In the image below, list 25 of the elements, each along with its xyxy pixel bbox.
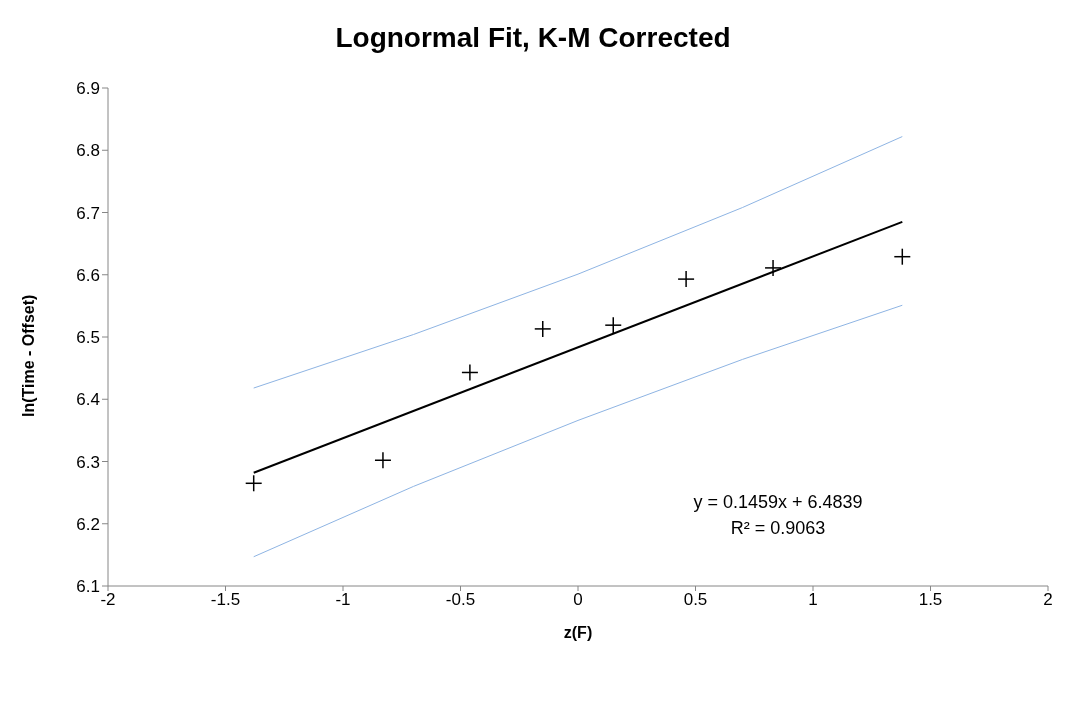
line-series <box>253 304 903 558</box>
y-tick-label: 6.3 <box>76 452 100 472</box>
annotation: y = 0.1459x + 6.4839 <box>692 492 864 513</box>
x-tick-label: -1.5 <box>210 590 241 610</box>
line-series <box>253 136 903 389</box>
chart-title: Lognormal Fit, K-M Corrected <box>334 22 732 54</box>
x-tick-label: -1 <box>335 590 351 610</box>
x-tick-label: -2 <box>100 590 116 610</box>
y-tick-label: 6.1 <box>76 577 100 597</box>
x-tick-label: 0.5 <box>683 590 708 610</box>
x-tick-label: 2 <box>1043 590 1053 610</box>
x-tick-label: 1.5 <box>918 590 943 610</box>
x-tick-label: -0.5 <box>445 590 476 610</box>
annotation: R² = 0.9063 <box>729 518 827 539</box>
x-axis-title: z(F) <box>563 624 593 641</box>
y-tick-label: 6.8 <box>76 141 100 161</box>
y-tick-label: 6.6 <box>76 265 100 285</box>
y-tick-label: 6.9 <box>76 79 100 99</box>
x-tick-label: 0 <box>573 590 583 610</box>
y-tick-label: 6.2 <box>76 514 100 534</box>
y-tick-label: 6.5 <box>76 328 100 348</box>
y-tick-label: 6.4 <box>76 390 100 410</box>
x-tick-label: 1 <box>808 590 818 610</box>
y-tick-label: 6.7 <box>76 203 100 223</box>
y-axis-title: ln(Time - Offset) <box>19 294 37 417</box>
